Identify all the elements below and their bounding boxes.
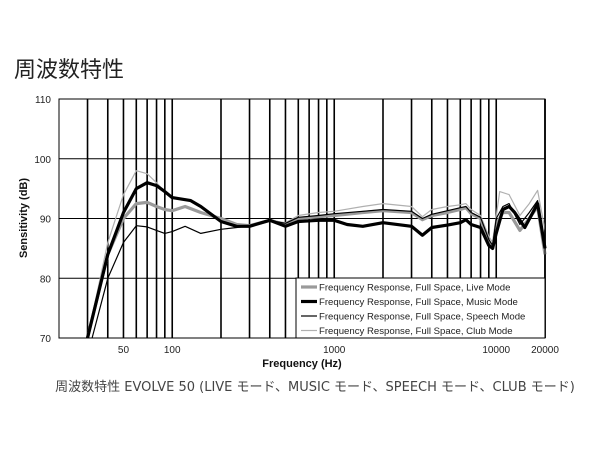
x-tick-label: 100 (164, 345, 181, 356)
y-tick-label: 100 (34, 155, 51, 166)
series-line-2 (85, 181, 547, 339)
y-tick-label: 110 (35, 95, 51, 106)
series-line-3 (91, 200, 546, 339)
page-title: 周波数特性 (14, 58, 125, 83)
series-line-1 (85, 200, 547, 339)
x-axis-label: Frequency (Hz) (262, 358, 342, 370)
y-tick-label: 70 (40, 334, 52, 345)
x-tick-label: 20000 (531, 345, 559, 356)
x-tick-label: 50 (118, 345, 130, 356)
y-tick-label: 90 (40, 215, 52, 226)
legend: Frequency Response, Full Space, Live Mod… (295, 277, 546, 339)
legend-label: Frequency Response, Full Space, Speech M… (319, 312, 525, 323)
clip-mask (0, 338, 600, 349)
y-axis-label: Sensitivity (dB) (18, 178, 30, 258)
x-tick-label: 1000 (323, 345, 346, 356)
figure-caption: 周波数特性 EVOLVE 50 (LIVE モード、MUSIC モード、SPEE… (55, 380, 575, 395)
legend-label: Frequency Response, Full Space, Live Mod… (319, 283, 510, 294)
x-tick-label: 10000 (482, 345, 510, 356)
legend-label: Frequency Response, Full Space, Music Mo… (319, 297, 518, 308)
y-tick-label: 80 (40, 274, 52, 285)
series-lines (0, 170, 600, 349)
legend-label: Frequency Response, Full Space, Club Mod… (319, 326, 513, 337)
legend-box (295, 277, 546, 339)
